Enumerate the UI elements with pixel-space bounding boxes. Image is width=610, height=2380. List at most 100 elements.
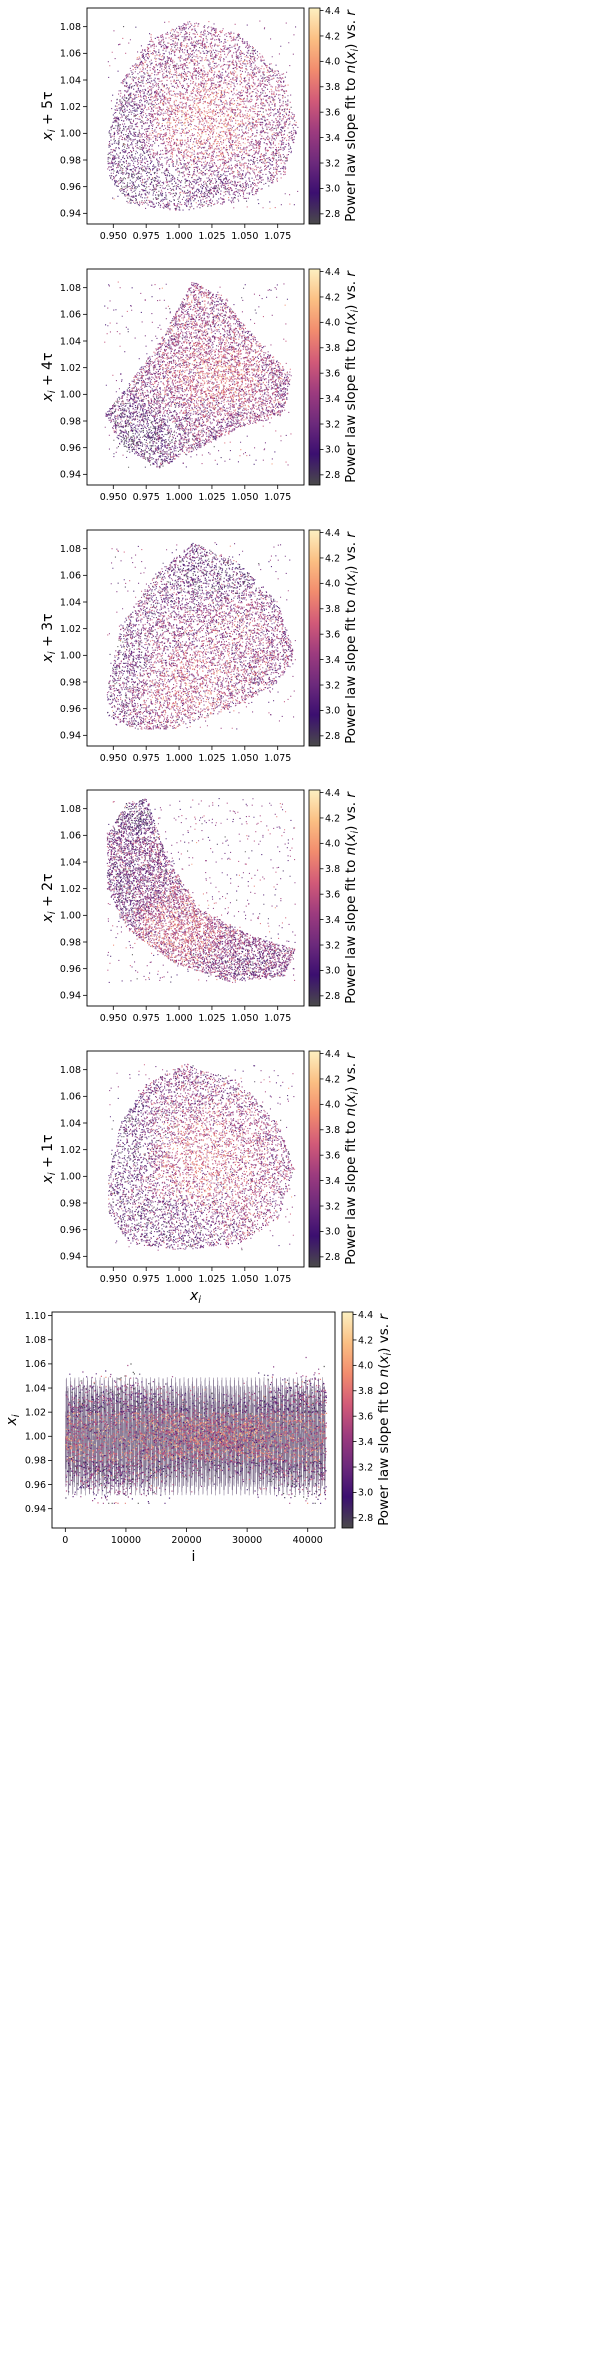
x-tick-label: 1.075 <box>264 1274 291 1285</box>
scatter-point-group <box>178 613 241 697</box>
scatter-point-group <box>113 33 293 203</box>
scatter-point-group <box>181 1198 183 1200</box>
colorbar-tick-label: 3.2 <box>325 419 340 430</box>
x-tick-label: 1.050 <box>231 231 258 242</box>
y-label-sub: i <box>11 1414 22 1417</box>
scatter-point-group <box>115 319 262 426</box>
scatter-point-group <box>194 678 196 680</box>
scatter-point-group <box>128 354 165 451</box>
scatter-point-group <box>238 400 240 402</box>
colorbar-tick-label: 3.2 <box>325 680 340 691</box>
x-axis-label: i <box>192 1549 196 1565</box>
scatter-point-group <box>242 1480 244 1483</box>
scatter-point-group <box>228 1435 240 1445</box>
scatter-point-group <box>202 128 204 130</box>
scatter-point-group <box>145 1086 277 1239</box>
colorbar-tick-label: 3.6 <box>325 1150 340 1161</box>
scatter-point-group <box>202 1158 204 1160</box>
scatter-point-group <box>233 1431 235 1433</box>
colorbar-label-vs: vs. <box>343 538 359 566</box>
scatter-point-group <box>121 347 264 455</box>
scatter-point-group <box>219 932 221 934</box>
scatter-point-group <box>304 1411 306 1413</box>
x-tick-label: 1.000 <box>165 1013 192 1024</box>
scatter-point-group <box>185 934 187 936</box>
y-tick-label: 0.98 <box>25 1456 46 1467</box>
scatter-point-group <box>164 675 259 730</box>
y-label-suffix: + 3τ <box>40 613 56 651</box>
scatter-point-group <box>110 28 288 208</box>
scatter-point-group <box>182 910 184 912</box>
colorbar-tick-label: 4.2 <box>358 1335 373 1346</box>
scatter-point-group <box>168 1184 170 1186</box>
colorbar-label-paren: ( <box>376 1363 392 1368</box>
scatter-point-group <box>200 1128 202 1130</box>
colorbar-label-paren: ( <box>343 581 359 586</box>
scatter-point-group <box>112 835 114 837</box>
scatter-point-group <box>102 1428 107 1433</box>
scatter-point-group <box>133 443 135 445</box>
scatter-point-group <box>136 64 263 150</box>
colorbar-label-x: x <box>343 832 359 842</box>
scatter-point-group <box>173 943 175 945</box>
y-axis-label: xi <box>4 1414 22 1426</box>
scatter-point-group <box>117 822 266 975</box>
colorbar-label: Power law slope fit to n(xi) vs. r <box>376 1313 394 1526</box>
scatter-point-group <box>240 174 242 176</box>
scatter-point-group <box>217 391 219 393</box>
scatter-point-group <box>180 1202 182 1204</box>
x-tick-label: 1.075 <box>264 231 291 242</box>
scatter-point-group <box>260 1212 262 1214</box>
scatter-point-group <box>202 367 204 369</box>
scatter-point-group <box>198 362 241 375</box>
colorbar-label: Power law slope fit to n(xi) vs. r <box>343 531 361 744</box>
scatter-point-group <box>147 823 274 978</box>
scatter-point-group <box>205 1190 207 1192</box>
colorbar-label-text: Power law slope fit to <box>343 334 359 483</box>
colorbar-tick-label: 4.2 <box>325 553 340 564</box>
scatter-point-group <box>126 1133 276 1246</box>
scatter-point-group <box>117 1068 293 1242</box>
scatter-point-group <box>206 102 216 142</box>
scatter-point-group <box>188 685 190 687</box>
scatter-point-group <box>225 308 227 310</box>
x-tick-label: 1.000 <box>165 753 192 764</box>
scatter-point-group <box>161 914 163 916</box>
scatter-point-group <box>136 1439 138 1441</box>
y-tick-label: 1.08 <box>60 804 81 815</box>
colorbar-label-x: x <box>343 572 359 582</box>
plot-frame <box>86 1050 305 1268</box>
scatter-point-group <box>252 961 254 963</box>
scatter-point-group <box>197 383 199 385</box>
scatter-point-group <box>260 1414 263 1416</box>
scatter-point-group <box>117 566 281 680</box>
scatter-point-group <box>204 679 206 681</box>
scatter-point-group <box>87 1429 89 1431</box>
scatter-point-group <box>69 1433 71 1435</box>
scatter-point-group <box>157 684 159 686</box>
scatter-point-group <box>217 1155 219 1157</box>
scatter-point-group <box>176 933 178 935</box>
scatter-point-group <box>171 1184 173 1186</box>
y-tick-label: 1.00 <box>60 651 81 662</box>
scatter-point-group <box>161 1192 163 1194</box>
scatter-point-group <box>223 1217 225 1219</box>
colorbar-label-n: n <box>343 1108 359 1117</box>
colorbar-label-r: r <box>343 9 359 16</box>
scatter-point-group <box>269 641 271 643</box>
scatter-point-group <box>271 1168 273 1170</box>
scatter-point-group <box>117 25 284 196</box>
y-tick-label: 1.08 <box>60 544 81 555</box>
scatter-point-group <box>160 329 230 434</box>
scatter-point-group <box>113 801 276 981</box>
scatter-point-group <box>180 139 182 141</box>
scatter-point-group <box>249 114 251 116</box>
scatter-point-group <box>121 900 123 902</box>
scatter-point-group <box>219 1115 221 1117</box>
scatter-point-group <box>117 1171 281 1226</box>
colorbar-label-n: n <box>376 1369 392 1378</box>
scatter-point-group <box>218 155 220 157</box>
scatter-point-group <box>128 587 285 715</box>
x-tick-label: 0 <box>62 1535 68 1546</box>
